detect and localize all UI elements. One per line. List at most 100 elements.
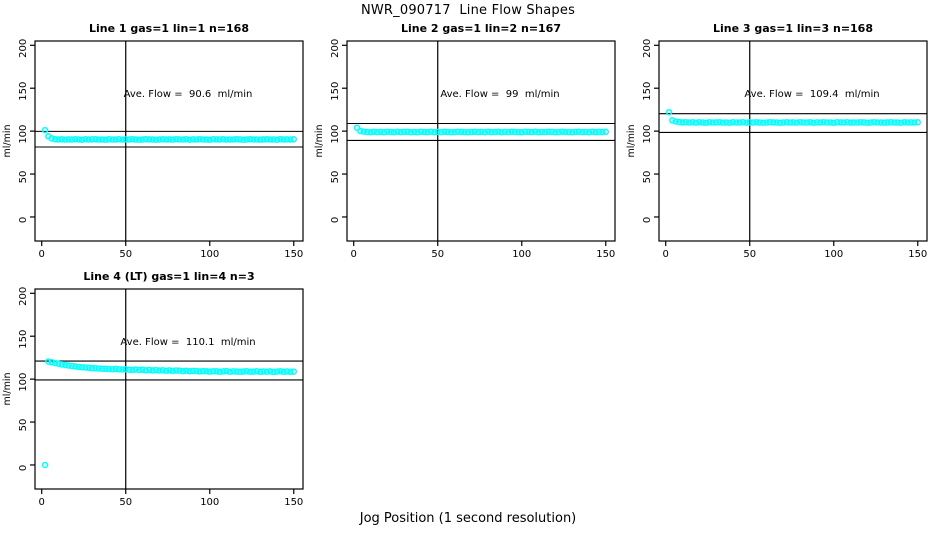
data-point xyxy=(427,128,435,135)
data-point xyxy=(806,119,814,126)
x-tick-label: 100 xyxy=(512,249,531,260)
data-point xyxy=(363,128,371,136)
data-point xyxy=(709,119,717,126)
data-point xyxy=(833,119,841,126)
data-point xyxy=(370,128,378,136)
data-point xyxy=(105,365,113,373)
data-point xyxy=(287,368,294,376)
data-point xyxy=(82,364,89,371)
data-point xyxy=(505,128,512,136)
x-tick-label: 150 xyxy=(284,497,303,508)
data-points xyxy=(353,124,610,136)
data-point xyxy=(146,366,153,374)
data-point xyxy=(172,135,180,143)
data-point xyxy=(283,368,291,375)
data-point xyxy=(894,119,901,126)
x-tick-label: 150 xyxy=(908,249,927,260)
data-point xyxy=(287,136,294,143)
data-point xyxy=(246,135,254,143)
data-point xyxy=(780,119,787,126)
x-tick-label: 50 xyxy=(119,497,132,508)
data-point xyxy=(260,368,267,375)
data-point xyxy=(280,368,287,375)
data-point xyxy=(880,119,888,126)
x-tick-label: 0 xyxy=(39,497,45,508)
y-tick-label: 50 xyxy=(18,419,29,432)
panel-line-3: Line 3 gas=1 lin=3 n=168 Ave. Flow = 109… xyxy=(624,18,936,264)
data-point xyxy=(823,119,831,126)
data-point xyxy=(213,368,220,375)
plot-box xyxy=(34,40,304,242)
data-point xyxy=(417,128,425,136)
data-point xyxy=(897,119,905,126)
panel-line-1: Line 1 gas=1 lin=1 n=168 Ave. Flow = 90.… xyxy=(0,18,312,264)
data-point xyxy=(115,135,123,143)
data-point xyxy=(182,367,190,374)
y-tick-label: 50 xyxy=(18,171,29,184)
data-point xyxy=(112,365,119,373)
data-point xyxy=(290,368,298,375)
data-point xyxy=(749,119,757,126)
data-point xyxy=(256,368,264,376)
data-point xyxy=(260,136,267,143)
data-point xyxy=(129,366,136,374)
data-point xyxy=(810,119,817,126)
data-point xyxy=(209,136,217,143)
data-point xyxy=(756,119,764,126)
data-point xyxy=(796,118,804,126)
data-point xyxy=(61,136,69,143)
data-point xyxy=(216,136,224,143)
data-point xyxy=(283,136,291,143)
data-point xyxy=(847,119,854,126)
data-point xyxy=(243,136,250,143)
data-point xyxy=(850,119,858,126)
data-point xyxy=(45,358,52,365)
data-point xyxy=(682,118,690,126)
data-point xyxy=(233,136,240,143)
data-point xyxy=(729,119,737,126)
data-point xyxy=(102,365,109,373)
data-point xyxy=(250,368,257,375)
data-point xyxy=(72,135,79,143)
data-point xyxy=(179,136,187,143)
data-point xyxy=(58,136,66,143)
data-point xyxy=(189,136,197,143)
data-point xyxy=(78,136,86,143)
data-point xyxy=(172,367,180,374)
data-point xyxy=(367,128,374,136)
data-point xyxy=(240,136,247,143)
data-point xyxy=(790,119,797,126)
data-point xyxy=(230,368,237,375)
data-point xyxy=(51,135,59,143)
data-point xyxy=(149,367,156,374)
data-point xyxy=(236,136,244,143)
data-point xyxy=(461,128,468,136)
data-point xyxy=(266,368,274,375)
data-point xyxy=(357,127,364,135)
data-point xyxy=(186,367,193,375)
data-point xyxy=(864,119,871,126)
data-point xyxy=(240,368,247,375)
data-point xyxy=(669,117,676,124)
y-tick-label: 100 xyxy=(330,125,341,144)
data-point xyxy=(105,136,113,143)
data-point xyxy=(132,366,140,373)
data-point xyxy=(75,363,82,371)
y-tick-label: 100 xyxy=(18,125,29,144)
plot-area: 0 50 100 150 0 50 100 150 200 ml/min xyxy=(626,39,928,260)
panel-line-2: Line 2 gas=1 lin=2 n=167 Ave. Flow = 99 … xyxy=(312,18,624,264)
data-point xyxy=(109,136,116,143)
data-point xyxy=(193,367,200,375)
data-point xyxy=(209,367,217,375)
data-point xyxy=(61,361,69,369)
data-point xyxy=(736,119,743,126)
data-point xyxy=(568,128,576,136)
data-point xyxy=(854,119,861,126)
data-points xyxy=(41,126,298,143)
x-tick-label: 150 xyxy=(596,249,615,260)
data-point xyxy=(112,136,119,143)
data-point xyxy=(528,128,536,136)
data-point xyxy=(874,119,881,126)
ave-flow-label: Ave. Flow = 110.1 ml/min xyxy=(120,337,255,348)
data-point xyxy=(706,119,713,126)
